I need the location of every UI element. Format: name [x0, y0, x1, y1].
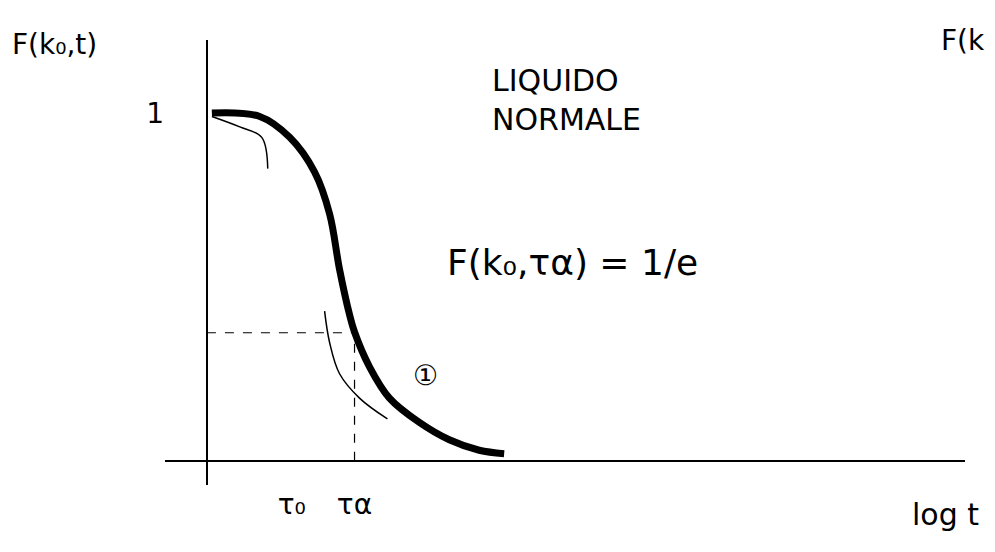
svg-text:τ₀: τ₀	[278, 488, 306, 521]
svg-text:F(k₀,τα) = 1/e: F(k₀,τα) = 1/e	[447, 242, 698, 283]
svg-text:F(k₀,t): F(k₀,t)	[12, 28, 97, 61]
svg-text:log t: log t	[912, 497, 979, 532]
svg-text:①: ①	[413, 359, 438, 392]
svg-text:LIQUIDONORMALE: LIQUIDONORMALE	[492, 63, 641, 137]
svg-text:F(k: F(k	[941, 24, 985, 57]
svg-text:τα: τα	[337, 488, 372, 521]
svg-text:1: 1	[146, 97, 164, 130]
